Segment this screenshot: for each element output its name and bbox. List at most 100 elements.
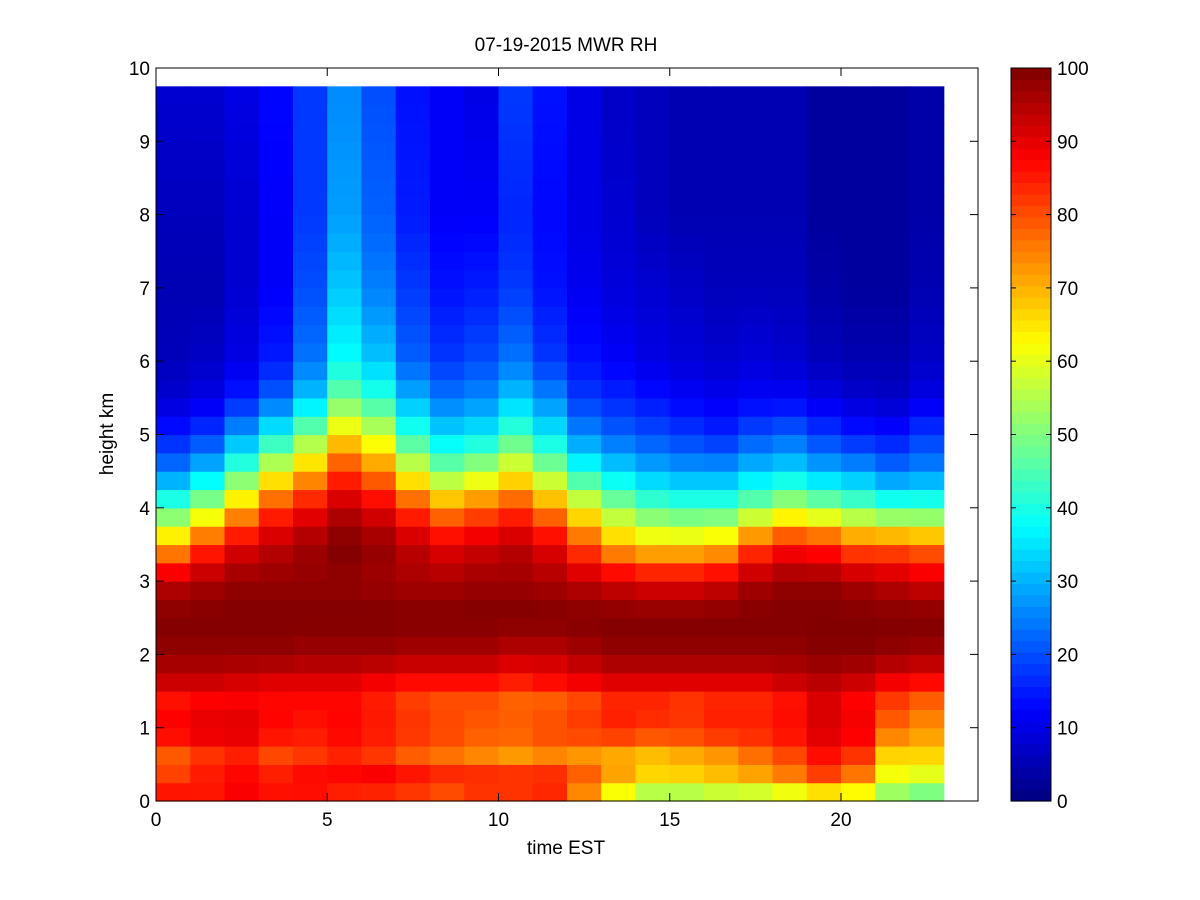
heatmap-cell: [909, 86, 945, 106]
colorbar-segment: [1011, 617, 1051, 630]
heatmap-cell: [806, 416, 842, 436]
heatmap-cell: [669, 617, 705, 637]
heatmap-cell: [806, 452, 842, 472]
heatmap-cell: [258, 251, 294, 271]
heatmap-cell: [224, 562, 260, 582]
heatmap-cell: [704, 581, 739, 601]
heatmap-cell: [875, 104, 911, 124]
heatmap-cell: [772, 617, 808, 637]
heatmap-cell: [635, 727, 671, 747]
heatmap-cell: [190, 324, 226, 344]
heatmap-cell: [190, 416, 226, 436]
heatmap-cell: [156, 397, 191, 417]
heatmap-cell: [532, 306, 568, 326]
heatmap-cell: [498, 177, 534, 197]
heatmap-cell: [841, 104, 876, 124]
heatmap-cell: [293, 562, 328, 582]
y-axis-label: height km: [97, 393, 118, 475]
heatmap-cell: [567, 397, 602, 417]
heatmap-cell: [772, 324, 808, 344]
heatmap-cell: [669, 269, 705, 289]
heatmap-cell: [190, 177, 226, 197]
heatmap-cell: [395, 434, 431, 454]
heatmap-cell: [498, 709, 534, 729]
heatmap-cell: [532, 251, 568, 271]
heatmap-cell: [567, 416, 602, 436]
heatmap-cell: [293, 324, 328, 344]
heatmap-cell: [875, 471, 911, 491]
heatmap-cell: [258, 581, 294, 601]
heatmap-cell: [601, 746, 637, 765]
y-axis: 0 1 2 3 4 5 6 7 8 9 10: [129, 59, 978, 813]
heatmap-cell: [190, 434, 226, 454]
heatmap-cell: [190, 86, 226, 106]
heatmap-cell: [395, 782, 431, 802]
heatmap-cell: [738, 251, 774, 271]
heatmap-cell: [669, 232, 705, 252]
heatmap-cell: [293, 617, 328, 637]
heatmap-cell: [669, 141, 705, 161]
heatmap-cell: [532, 526, 568, 546]
heatmap-cell: [772, 306, 808, 326]
heatmap-cell: [772, 471, 808, 491]
colorbar-segment: [1011, 331, 1051, 344]
heatmap-cell: [567, 544, 602, 564]
heatmap-cell: [875, 177, 911, 197]
heatmap-cell: [190, 196, 226, 216]
heatmap-cell: [327, 86, 363, 106]
heatmap-cell: [909, 727, 945, 747]
heatmap-cell: [395, 526, 431, 546]
heatmap-cell: [430, 416, 465, 436]
heatmap-cell: [875, 544, 911, 564]
heatmap-cell: [567, 434, 602, 454]
heatmap-cell: [806, 379, 842, 399]
heatmap-cell: [361, 746, 397, 765]
heatmap-cell: [361, 452, 397, 472]
colorbar-segment: [1011, 480, 1051, 493]
heatmap-cell: [327, 636, 363, 655]
heatmap-cell: [190, 526, 226, 546]
colorbar-segment: [1011, 743, 1051, 756]
heatmap-cell: [909, 397, 945, 417]
heatmap-cell: [498, 269, 534, 289]
heatmap-cell: [395, 269, 431, 289]
heatmap-cell: [601, 269, 637, 289]
heatmap-cell: [669, 727, 705, 747]
heatmap-cell: [841, 287, 876, 307]
heatmap-cell: [498, 379, 534, 399]
heatmap-cell: [567, 196, 602, 216]
heatmap-cell: [190, 379, 226, 399]
heatmap-cell: [841, 709, 876, 729]
heatmap-cell: [738, 232, 774, 252]
heatmap-cell: [498, 654, 534, 674]
heatmap-cell: [532, 581, 568, 601]
heatmap-cell: [601, 141, 637, 161]
heatmap-cell: [293, 636, 328, 655]
heatmap-cell: [875, 141, 911, 161]
heatmap-cell: [875, 489, 911, 509]
heatmap-cell: [669, 397, 705, 417]
heatmap-cell: [498, 727, 534, 747]
heatmap-cell: [635, 251, 671, 271]
x-tick-label: 5: [322, 810, 333, 831]
heatmap-cell: [464, 691, 500, 710]
heatmap-cell: [567, 122, 602, 142]
heatmap-cell: [738, 507, 774, 527]
heatmap-cell: [532, 416, 568, 436]
heatmap-cell: [224, 581, 260, 601]
heatmap-cell: [224, 727, 260, 747]
heatmap-cell: [567, 489, 602, 509]
heatmap-cell: [909, 636, 945, 655]
heatmap-cell: [464, 122, 500, 142]
heatmap-cell: [258, 782, 294, 802]
heatmap-cell: [841, 196, 876, 216]
heatmap-cell: [738, 141, 774, 161]
heatmap-cell: [464, 434, 500, 454]
heatmap-cell: [567, 269, 602, 289]
heatmap-cell: [361, 617, 397, 637]
heatmap-cell: [224, 434, 260, 454]
heatmap-cell: [738, 746, 774, 765]
heatmap-cell: [361, 379, 397, 399]
heatmap-cell: [909, 581, 945, 601]
heatmap-cell: [601, 471, 637, 491]
